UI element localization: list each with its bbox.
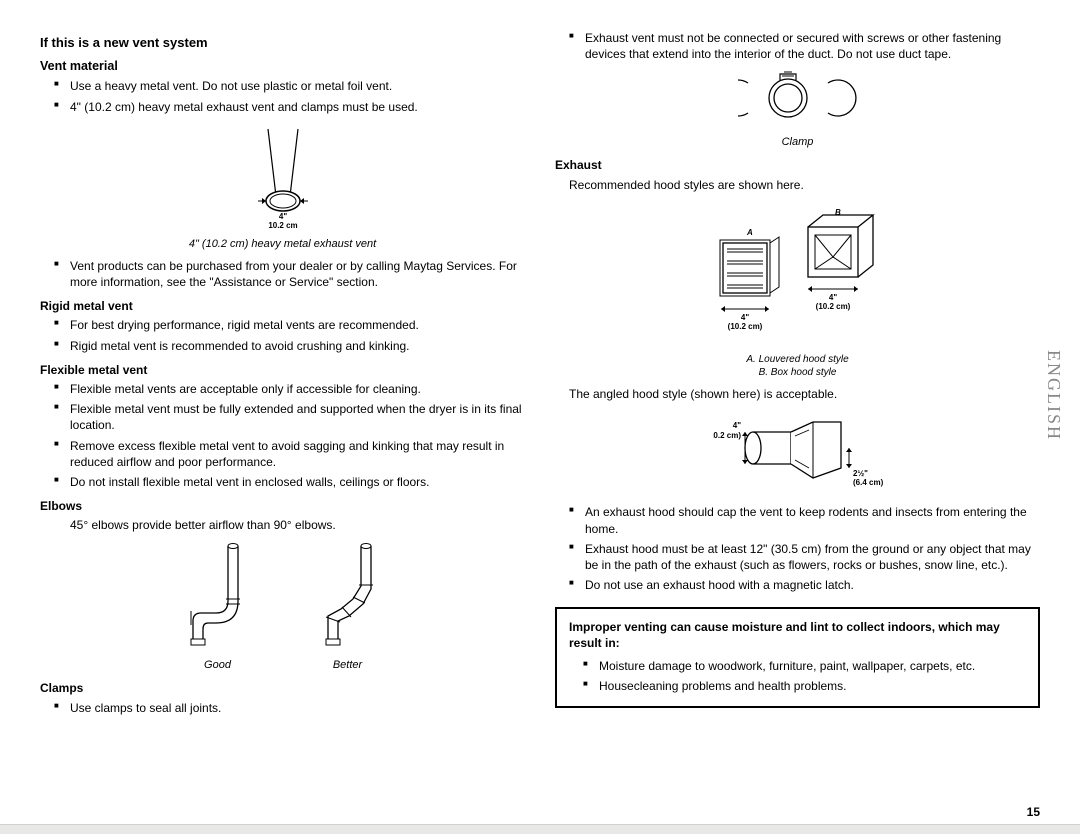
rigid-list: For best drying performance, rigid metal… <box>40 317 525 353</box>
svg-text:4": 4" <box>740 313 748 322</box>
figure-exhaust-vent: 4" 10.2 cm <box>40 121 525 235</box>
svg-text:(10.2 cm): (10.2 cm) <box>815 302 850 311</box>
figure-angled-hood: 4" (10.2 cm) 2½" (6.4 cm) <box>555 408 1040 502</box>
list-item: Vent products can be purchased from your… <box>54 258 525 290</box>
elbow-better-icon <box>313 541 383 651</box>
exhaust-list: An exhaust hood should cap the vent to k… <box>555 504 1040 593</box>
footer-bar <box>0 824 1080 834</box>
heading-elbows: Elbows <box>40 498 525 514</box>
heading-rigid: Rigid metal vent <box>40 298 525 314</box>
vent-material-list: Use a heavy metal vent. Do not use plast… <box>40 78 525 114</box>
list-item: An exhaust hood should cap the vent to k… <box>569 504 1040 536</box>
list-item: Use clamps to seal all joints. <box>54 700 525 716</box>
label-good: Good <box>183 658 253 673</box>
heading-flexible: Flexible metal vent <box>40 362 525 378</box>
caption-hood-a: A. Louvered hood style <box>555 353 1040 367</box>
caption-hood-b: B. Box hood style <box>555 366 1040 380</box>
svg-text:(10.2 cm): (10.2 cm) <box>727 322 762 331</box>
list-item: Moisture damage to woodwork, furniture, … <box>583 658 1026 674</box>
heading-clamps: Clamps <box>40 680 525 696</box>
elbows-text: 45° elbows provide better airflow than 9… <box>40 517 525 533</box>
top-right-list: Exhaust vent must not be connected or se… <box>555 30 1040 62</box>
exhaust-intro: Recommended hood styles are shown here. <box>555 177 1040 193</box>
warning-heading: Improper venting can cause moisture and … <box>569 619 1026 651</box>
svg-text:4": 4" <box>278 212 286 221</box>
list-item: Housecleaning problems and health proble… <box>583 678 1026 694</box>
clamps-list: Use clamps to seal all joints. <box>40 700 525 716</box>
warning-box: Improper venting can cause moisture and … <box>555 607 1040 708</box>
list-item: Rigid metal vent is recommended to avoid… <box>54 338 525 354</box>
elbow-good-icon <box>183 541 253 651</box>
vent-note-list: Vent products can be purchased from your… <box>40 258 525 290</box>
flexible-list: Flexible metal vents are acceptable only… <box>40 381 525 490</box>
svg-text:4": 4" <box>828 293 836 302</box>
list-item: Remove excess flexible metal vent to avo… <box>54 438 525 470</box>
list-item: Use a heavy metal vent. Do not use plast… <box>54 78 525 94</box>
warning-list: Moisture damage to woodwork, furniture, … <box>569 658 1026 694</box>
list-item: Flexible metal vents are acceptable only… <box>54 381 525 397</box>
list-item: Flexible metal vent must be fully extend… <box>54 401 525 433</box>
svg-text:(6.4 cm): (6.4 cm) <box>853 478 883 487</box>
figure-hoods: A 4" (10.2 cm) B 4" (10. <box>555 197 1040 351</box>
list-item: Do not use an exhaust hood with a magnet… <box>569 577 1040 593</box>
figure-elbows: Good Better <box>40 541 525 672</box>
list-item: 4" (10.2 cm) heavy metal exhaust vent an… <box>54 99 525 115</box>
list-item: Exhaust vent must not be connected or se… <box>569 30 1040 62</box>
label-better: Better <box>313 658 383 673</box>
svg-text:4": 4" <box>732 421 740 430</box>
figure-clamp <box>555 68 1040 132</box>
left-column: If this is a new vent system Vent materi… <box>40 30 525 720</box>
caption-exhaust-vent: 4" (10.2 cm) heavy metal exhaust vent <box>40 237 525 252</box>
list-item: For best drying performance, rigid metal… <box>54 317 525 333</box>
svg-text:10.2 cm: 10.2 cm <box>268 221 297 230</box>
svg-text:2½": 2½" <box>853 469 868 478</box>
heading-new-vent: If this is a new vent system <box>40 34 525 52</box>
heading-exhaust: Exhaust <box>555 157 1040 173</box>
svg-text:(10.2 cm): (10.2 cm) <box>713 431 741 440</box>
heading-vent-material: Vent material <box>40 58 525 75</box>
list-item: Do not install flexible metal vent in en… <box>54 474 525 490</box>
right-column: Exhaust vent must not be connected or se… <box>555 30 1040 720</box>
angled-text: The angled hood style (shown here) is ac… <box>555 386 1040 402</box>
svg-text:A: A <box>746 228 753 237</box>
caption-clamp: Clamp <box>555 135 1040 150</box>
language-sidebar: ENGLISH <box>1042 350 1066 441</box>
list-item: Exhaust hood must be at least 12" (30.5 … <box>569 541 1040 573</box>
page-number: 15 <box>1027 804 1040 820</box>
